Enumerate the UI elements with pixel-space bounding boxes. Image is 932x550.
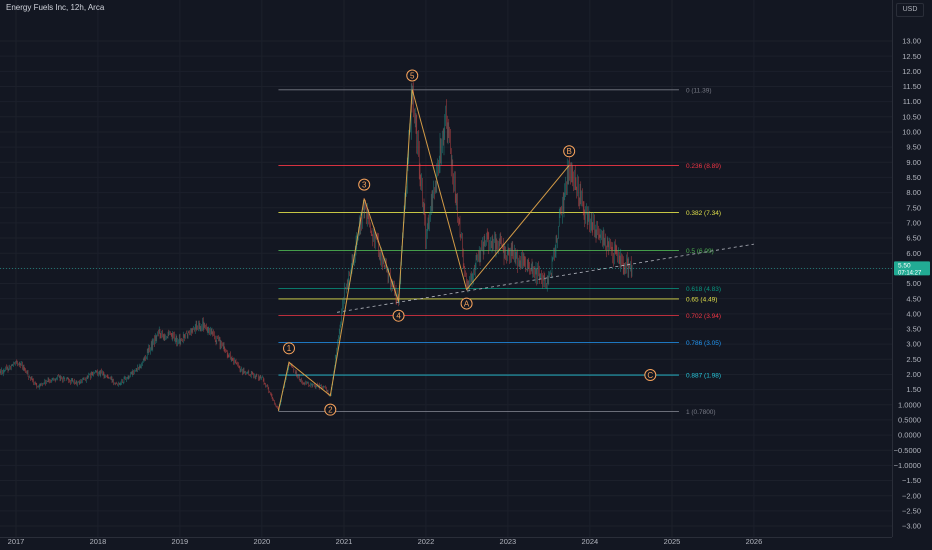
last-price-value: 5.50	[898, 262, 911, 269]
wave-label-circle	[563, 145, 576, 158]
wave-label-circle	[644, 369, 657, 382]
dashed-trendline	[336, 243, 755, 313]
time-axis[interactable]: 2017 2018 2019 2020 2021 2022 2023 2024 2025 2026	[0, 537, 892, 546]
price-tick-label: −1.0000	[894, 461, 921, 470]
fib-level-label: 0.702 (3.94)	[686, 313, 721, 320]
wave-label-text: A	[464, 299, 470, 308]
last-price-tag	[894, 261, 930, 276]
price-tick-label: 6.50	[906, 234, 921, 243]
fib-level-label: 0.5 (6.09)	[686, 248, 714, 255]
price-tick-label: −3.00	[902, 522, 921, 531]
grid	[0, 0, 892, 537]
price-tick-label: 4.50	[906, 294, 921, 303]
price-tick-label: 1.0000	[898, 400, 921, 409]
price-tick-label: 8.50	[906, 173, 921, 182]
price-tick-label: −2.50	[902, 506, 921, 515]
price-tick-label: 2.50	[906, 355, 921, 364]
fib-level-label: 0.65 (4.49)	[686, 296, 717, 303]
price-tick-label: 9.00	[906, 158, 921, 167]
wave-label-circle	[282, 342, 295, 355]
time-tick-label: 2018	[90, 537, 107, 546]
price-tick-label: 3.50	[906, 325, 921, 334]
price-tick-label: 2.00	[906, 370, 921, 379]
wave-label-text: 3	[362, 180, 367, 189]
wave-label-text: 4	[396, 311, 401, 320]
elliott-wave-lines[interactable]	[277, 89, 570, 411]
fib-level-label: 0.618 (4.83)	[686, 286, 721, 293]
time-tick-label: 2023	[500, 537, 517, 546]
price-tick-label: 5.00	[906, 279, 921, 288]
price-tick-label: 10.00	[902, 128, 921, 137]
price-tick-label: 0.5000	[898, 416, 921, 425]
wave-label-circle	[358, 178, 371, 191]
price-tick-label: 12.50	[902, 52, 921, 61]
currency-button[interactable]: USD	[896, 3, 924, 17]
price-tick-label: 8.00	[906, 188, 921, 197]
fib-level-label: 0.786 (3.05)	[686, 340, 721, 347]
time-tick-label: 2025	[664, 537, 681, 546]
price-tick-label: −1.50	[902, 476, 921, 485]
time-tick-label: 2020	[253, 537, 270, 546]
fib-level-label: 0.382 (7.34)	[686, 210, 721, 217]
wave-labels: 1 2 3 4 5 A B C	[282, 69, 657, 416]
candles[interactable]	[0, 82, 633, 411]
wave-label-circle	[324, 403, 337, 416]
price-tick-label: 6.00	[906, 249, 921, 258]
price-tick-label: 13.00	[902, 37, 921, 46]
price-tick-label: 10.50	[902, 112, 921, 121]
price-axis[interactable]: 13.00 12.50 12.00 11.50 11.00 10.50 10.00 9.50 9…	[892, 0, 932, 550]
wave-label-text: B	[567, 147, 572, 156]
wave-label-text: 2	[328, 405, 333, 414]
price-tick-label: −0.5000	[894, 446, 921, 455]
wave-label-circle	[392, 309, 405, 322]
fib-level-label: 0.236 (8.89)	[686, 163, 721, 170]
wave-label-circle	[460, 297, 473, 310]
price-tick-label: 7.00	[906, 218, 921, 227]
wave-path	[277, 89, 570, 411]
price-tick-label: 12.00	[902, 67, 921, 76]
chart-title: Energy Fuels Inc, 12h, Arca	[6, 3, 105, 12]
wave-label-text: 5	[410, 71, 415, 80]
wave-label-text: 1	[287, 344, 292, 353]
bar-countdown: 07:14:27	[898, 270, 922, 276]
fib-level-label: 0 (11.39)	[686, 87, 712, 94]
time-tick-label: 2021	[336, 537, 353, 546]
price-tick-label: 4.00	[906, 309, 921, 318]
time-tick-label: 2026	[746, 537, 763, 546]
price-tick-label: 1.50	[906, 385, 921, 394]
fib-level-label: 1 (0.7800)	[686, 409, 716, 416]
fib-retracement[interactable]: 0 (11.39) 0.236 (8.89) 0.382 (7.34) 0.5 (6.…	[278, 87, 721, 416]
time-tick-label: 2024	[581, 537, 598, 546]
price-tick-label: 0.0000	[898, 431, 921, 440]
fib-level-label: 0.887 (1.98)	[686, 373, 721, 380]
time-tick-label: 2017	[8, 537, 25, 546]
price-tick-label: 11.50	[903, 82, 921, 91]
price-tick-label: −2.00	[902, 491, 921, 500]
trendline[interactable]	[336, 243, 755, 313]
time-tick-label: 2019	[172, 537, 189, 546]
price-tick-label: 3.00	[906, 340, 921, 349]
wave-label-text: C	[647, 371, 653, 380]
time-tick-label: 2022	[418, 537, 435, 546]
wave-label-circle	[406, 69, 419, 82]
price-tick-label: 7.50	[906, 203, 921, 212]
price-tick-label: 11.00	[903, 97, 921, 106]
price-tick-label: 9.50	[906, 143, 921, 152]
